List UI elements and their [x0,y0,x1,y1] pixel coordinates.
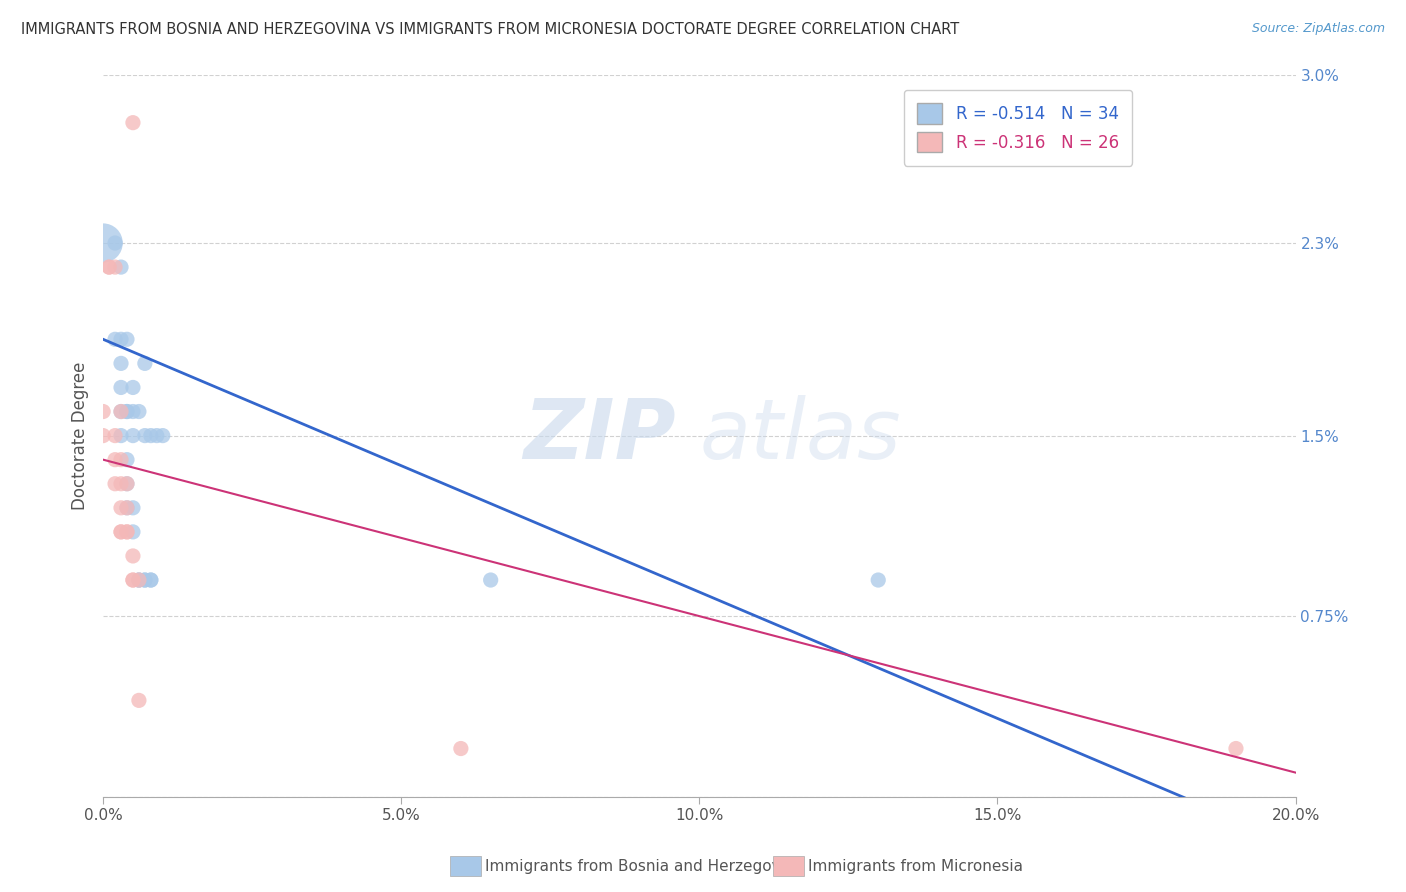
Point [110,524,132,539]
Point [115,500,138,515]
Point [128,573,150,587]
Point [152,428,174,442]
Point [122,549,145,563]
Point [134,428,156,442]
Point [104,260,127,274]
Point [115,476,138,491]
Point [115,404,138,418]
Point [134,573,156,587]
Point [91,404,114,418]
Legend: R = -0.514   N = 34, R = -0.316   N = 26: R = -0.514 N = 34, R = -0.316 N = 26 [904,90,1132,166]
Point [110,476,132,491]
Point [110,452,132,467]
Point [91,235,114,250]
Point [104,235,127,250]
Point [139,573,162,587]
Point [134,356,156,370]
Point [146,428,169,442]
Point [115,500,138,515]
Text: Immigrants from Micronesia: Immigrants from Micronesia [808,859,1024,873]
Text: Immigrants from Bosnia and Herzegovina: Immigrants from Bosnia and Herzegovina [485,859,804,873]
Point [450,741,472,756]
Point [104,452,127,467]
Text: ZIP: ZIP [523,395,675,476]
Point [110,524,132,539]
Point [115,524,138,539]
Point [122,428,145,442]
Point [115,404,138,418]
Point [115,524,138,539]
Point [98,260,121,274]
Point [104,428,127,442]
Point [122,500,145,515]
Point [128,573,150,587]
Point [104,332,127,346]
Point [479,573,502,587]
Text: IMMIGRANTS FROM BOSNIA AND HERZEGOVINA VS IMMIGRANTS FROM MICRONESIA DOCTORATE D: IMMIGRANTS FROM BOSNIA AND HERZEGOVINA V… [21,22,959,37]
Point [110,260,132,274]
Point [110,404,132,418]
Point [122,573,145,587]
Point [110,380,132,394]
Point [104,476,127,491]
Point [122,404,145,418]
Point [128,573,150,587]
Point [122,116,145,130]
Text: Source: ZipAtlas.com: Source: ZipAtlas.com [1251,22,1385,36]
Point [115,452,138,467]
Text: atlas: atlas [699,395,901,476]
Point [139,428,162,442]
Point [110,332,132,346]
Point [115,476,138,491]
Point [110,404,132,418]
Point [1225,741,1247,756]
Point [115,332,138,346]
Point [122,524,145,539]
Point [134,573,156,587]
Point [122,573,145,587]
Y-axis label: Doctorate Degree: Doctorate Degree [72,361,89,510]
Point [868,573,890,587]
Point [98,260,121,274]
Point [128,404,150,418]
Point [110,356,132,370]
Point [110,428,132,442]
Point [91,428,114,442]
Point [110,500,132,515]
Point [128,693,150,707]
Point [139,573,162,587]
Point [122,380,145,394]
